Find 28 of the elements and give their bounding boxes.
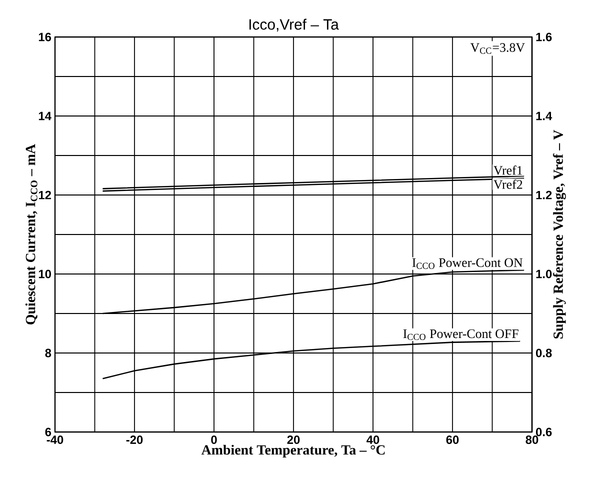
y2-tick-label: 1.0 <box>536 270 552 278</box>
x-tick-label: 20 <box>287 436 300 444</box>
annotation: V$_{CC}$=3.8V <box>470 43 525 54</box>
x-tick-label: -20 <box>126 436 143 444</box>
x-tick-label: 40 <box>366 436 380 444</box>
series-label: Vref2 <box>494 180 522 189</box>
y-axis-title: Quiescent Current, I$_{CCO}$ – mA <box>25 144 38 324</box>
series-label: I$_{CCO}$ Power-Cont ON <box>412 258 523 269</box>
y2-tick-label: 1.2 <box>536 190 552 200</box>
y-tick-label: 14 <box>38 112 52 120</box>
series-label: I$_{CCO}$ Power-Cont OFF <box>403 329 518 340</box>
y-tick-label: 16 <box>38 32 52 42</box>
x-tick-label: -40 <box>46 436 64 444</box>
y-tick-label: 8 <box>45 348 52 358</box>
x-tick-label: 0 <box>211 436 217 444</box>
y-tick-label: 6 <box>45 428 52 436</box>
y2-tick-label: 0.8 <box>536 348 552 358</box>
y-tick-label: 10 <box>38 270 51 278</box>
x-tick-label: 60 <box>446 436 459 444</box>
y2-tick-label: 0.6 <box>536 428 552 436</box>
y-tick-label: 12 <box>38 190 51 200</box>
y2-tick-label: 1.6 <box>536 32 552 42</box>
x-axis-title: Ambient Temperature, Ta – °C <box>201 444 385 458</box>
chart-title: Icco,Vref – Ta <box>249 18 339 32</box>
series-label: Vref1 <box>494 166 522 175</box>
y2-axis-title: Supply Reference Voltage, Vref – V <box>552 130 566 338</box>
x-tick-label: 80 <box>526 436 538 444</box>
y2-tick-label: 1.4 <box>536 112 552 120</box>
